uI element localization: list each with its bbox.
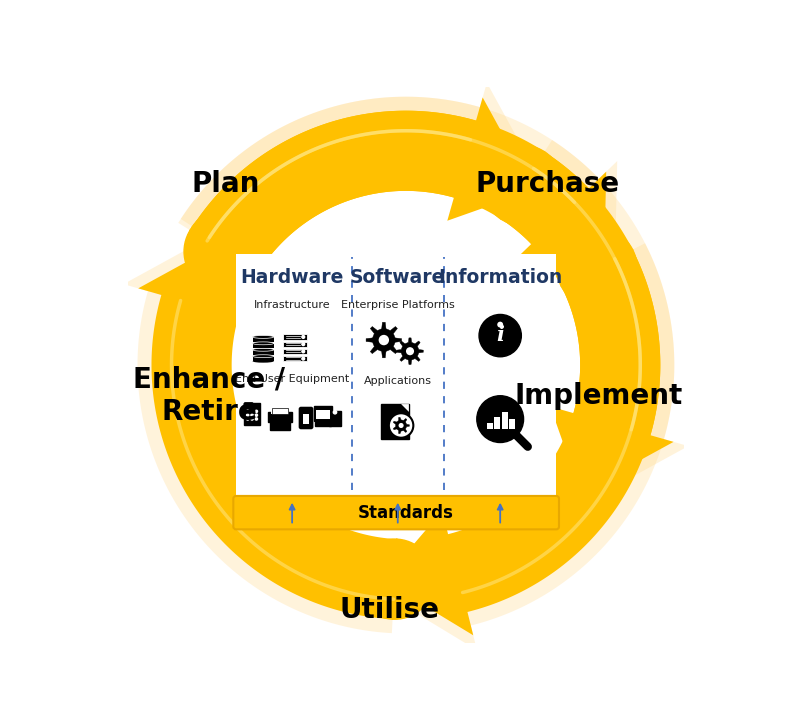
Text: Enterprise Platforms: Enterprise Platforms — [341, 300, 455, 310]
FancyBboxPatch shape — [234, 496, 559, 529]
Text: i: i — [497, 325, 505, 345]
Polygon shape — [181, 82, 541, 265]
FancyBboxPatch shape — [244, 403, 261, 425]
Circle shape — [397, 421, 406, 430]
Ellipse shape — [253, 355, 274, 358]
Ellipse shape — [253, 342, 274, 345]
Circle shape — [246, 414, 249, 416]
Circle shape — [246, 418, 249, 420]
Text: Applications: Applications — [364, 376, 432, 386]
FancyBboxPatch shape — [284, 334, 307, 340]
FancyBboxPatch shape — [284, 348, 307, 354]
Polygon shape — [190, 111, 606, 278]
Circle shape — [333, 411, 337, 414]
Polygon shape — [394, 417, 409, 434]
FancyBboxPatch shape — [329, 411, 341, 426]
FancyBboxPatch shape — [253, 356, 274, 362]
FancyBboxPatch shape — [487, 422, 493, 429]
Circle shape — [186, 208, 266, 288]
Text: Hardware: Hardware — [241, 268, 344, 286]
Polygon shape — [397, 338, 424, 364]
FancyBboxPatch shape — [314, 406, 332, 421]
Text: Plan: Plan — [192, 170, 260, 198]
Polygon shape — [139, 237, 397, 619]
FancyBboxPatch shape — [284, 356, 307, 362]
Text: Purchase: Purchase — [475, 170, 619, 198]
Text: Information: Information — [438, 268, 562, 286]
FancyBboxPatch shape — [253, 350, 274, 355]
Ellipse shape — [253, 335, 274, 338]
FancyBboxPatch shape — [236, 254, 556, 496]
Circle shape — [251, 410, 253, 412]
FancyBboxPatch shape — [284, 341, 307, 347]
Text: Implement: Implement — [515, 382, 683, 410]
FancyBboxPatch shape — [268, 411, 292, 422]
Text: Standards: Standards — [358, 504, 454, 521]
Circle shape — [251, 414, 253, 416]
Circle shape — [302, 357, 305, 360]
Circle shape — [302, 350, 305, 353]
FancyBboxPatch shape — [272, 408, 287, 414]
Polygon shape — [501, 152, 673, 493]
Polygon shape — [506, 140, 688, 500]
Text: Software: Software — [350, 268, 445, 286]
Circle shape — [479, 315, 521, 356]
Polygon shape — [192, 98, 534, 270]
FancyBboxPatch shape — [270, 422, 290, 429]
Circle shape — [255, 418, 257, 420]
FancyBboxPatch shape — [494, 417, 501, 429]
Text: End User Equipment: End User Equipment — [235, 374, 349, 384]
Circle shape — [406, 347, 414, 355]
FancyBboxPatch shape — [321, 421, 326, 424]
Circle shape — [184, 211, 265, 291]
Circle shape — [251, 418, 253, 420]
Circle shape — [389, 414, 413, 437]
FancyBboxPatch shape — [381, 404, 409, 439]
Polygon shape — [382, 243, 674, 650]
Polygon shape — [366, 322, 402, 358]
Polygon shape — [383, 249, 661, 636]
Circle shape — [497, 322, 503, 328]
FancyBboxPatch shape — [316, 410, 330, 419]
Polygon shape — [178, 97, 617, 273]
Circle shape — [246, 410, 249, 412]
Ellipse shape — [253, 348, 274, 351]
FancyBboxPatch shape — [315, 422, 331, 426]
Polygon shape — [401, 404, 409, 412]
Circle shape — [255, 414, 257, 416]
Circle shape — [302, 343, 305, 346]
Polygon shape — [124, 231, 396, 633]
Ellipse shape — [253, 360, 274, 363]
FancyBboxPatch shape — [299, 408, 313, 429]
FancyBboxPatch shape — [509, 419, 515, 429]
Text: Infrastructure: Infrastructure — [253, 300, 330, 310]
Text: Utilise: Utilise — [339, 596, 439, 624]
Circle shape — [255, 410, 257, 412]
Circle shape — [477, 395, 524, 442]
Text: Enhance /
Retire: Enhance / Retire — [133, 366, 285, 426]
FancyBboxPatch shape — [271, 411, 289, 414]
Circle shape — [399, 423, 403, 428]
FancyBboxPatch shape — [244, 403, 253, 409]
Circle shape — [302, 335, 305, 338]
Circle shape — [557, 228, 637, 308]
Circle shape — [482, 145, 563, 226]
FancyBboxPatch shape — [303, 414, 310, 424]
Circle shape — [355, 539, 435, 619]
Circle shape — [379, 335, 389, 346]
Circle shape — [398, 423, 404, 428]
FancyBboxPatch shape — [501, 411, 508, 429]
FancyBboxPatch shape — [253, 343, 274, 348]
FancyBboxPatch shape — [253, 337, 274, 342]
